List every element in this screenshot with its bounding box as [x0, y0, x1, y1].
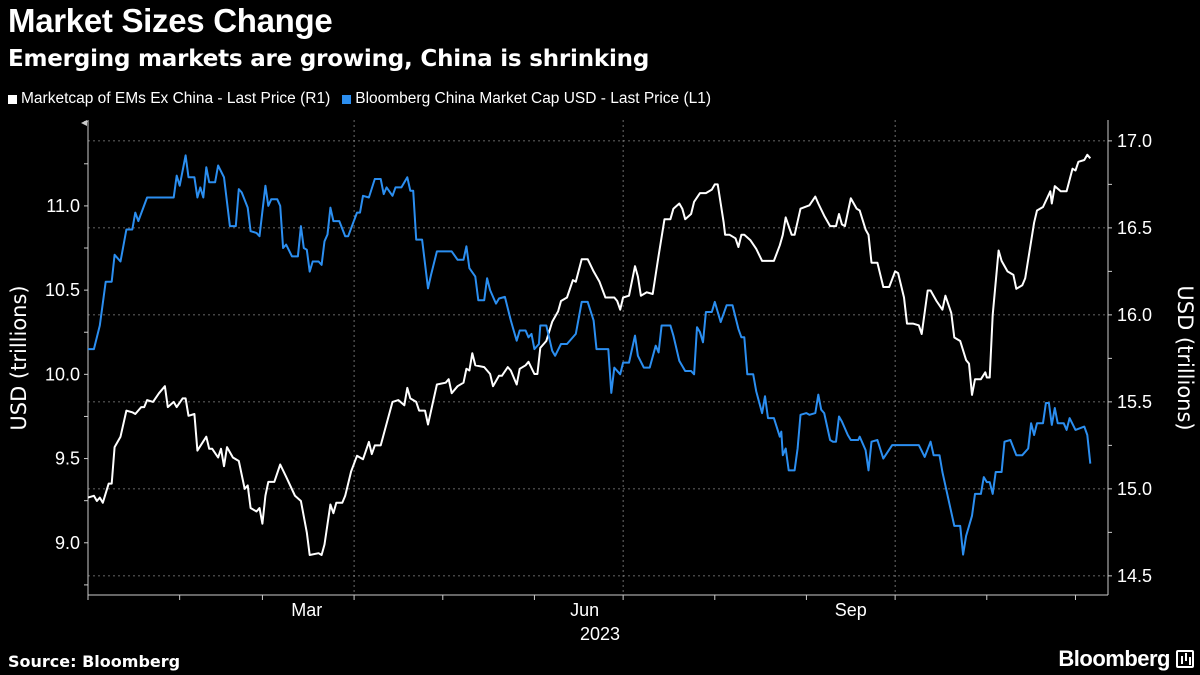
legend-swatch-blue: [342, 94, 352, 104]
x-tick-label: Sep: [835, 600, 867, 620]
bloomberg-logo: Bloomberg: [1058, 646, 1194, 672]
chart-title: Market Sizes Change: [8, 2, 333, 39]
left-axis-title: USD (trillions): [7, 285, 31, 430]
left-tick-label: 9.5: [55, 449, 80, 469]
right-tick-label: 16.5: [1117, 218, 1152, 238]
logo-text: Bloomberg: [1058, 646, 1170, 671]
series-line-ems-ex-china: [87, 153, 1092, 556]
legend-label: Marketcap of EMs Ex China - Last Price (…: [21, 90, 331, 107]
bar-chart-icon: [1176, 650, 1194, 668]
axes: 9.0 9.5 10.0 10.5 11.0 14.5 15.0 15.5 16.0 16.5 17…: [45, 120, 1152, 620]
left-tick-label: 9.0: [55, 533, 80, 553]
legend-swatch-white: [8, 94, 17, 104]
x-tick-label: Mar: [291, 600, 322, 620]
right-tick-label: 16.0: [1117, 305, 1152, 325]
left-axis-arrow-icon: [81, 120, 87, 126]
legend-label: Bloomberg China Market Cap USD - Last Pr…: [355, 90, 712, 107]
x-year-label: 2023: [580, 624, 620, 644]
left-tick-label: 10.5: [45, 280, 80, 300]
x-tick-label: Jun: [570, 600, 599, 620]
gridlines: [88, 120, 1108, 595]
source-note: Source: Bloomberg: [8, 652, 181, 671]
right-tick-label: 17.0: [1117, 131, 1152, 151]
legend-item-china: Bloomberg China Market Cap USD - Last Pr…: [342, 90, 711, 108]
right-tick-label: 15.5: [1117, 392, 1152, 412]
right-tick-label: 14.5: [1117, 566, 1152, 586]
right-tick-label: 15.0: [1117, 479, 1152, 499]
chart-subtitle: Emerging markets are growing, China is s…: [8, 46, 650, 72]
legend: Marketcap of EMs Ex China - Last Price (…: [8, 90, 711, 108]
series-lines: [87, 153, 1092, 556]
series-line-china: [88, 154, 1092, 556]
left-tick-label: 10.0: [45, 364, 80, 384]
left-tick-label: 11.0: [46, 196, 80, 216]
right-axis-title: USD (trillions): [1173, 285, 1197, 430]
legend-item-ems-ex-china: Marketcap of EMs Ex China - Last Price (…: [8, 90, 330, 108]
